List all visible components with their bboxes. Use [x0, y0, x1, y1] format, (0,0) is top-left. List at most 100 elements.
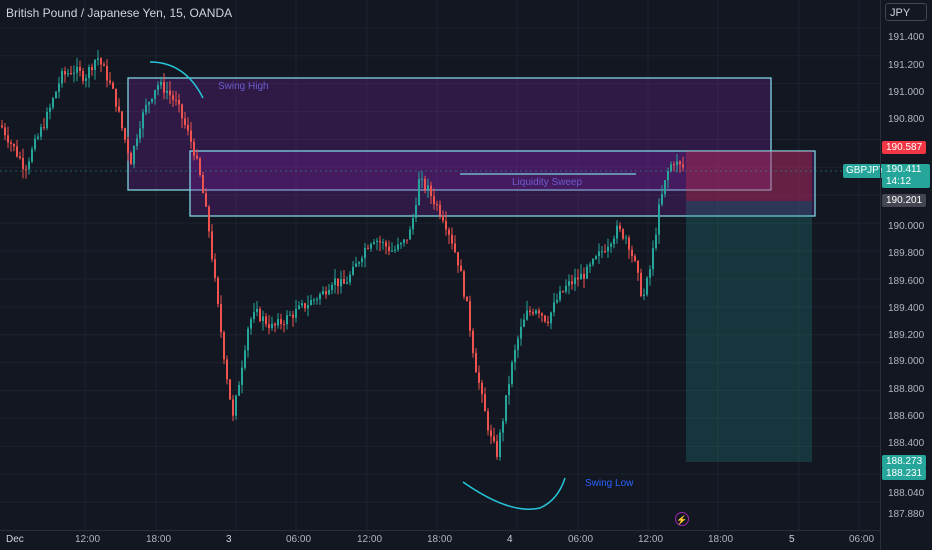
candle-body: [124, 128, 126, 140]
candle-body: [49, 107, 51, 112]
candle-body: [667, 171, 669, 181]
candle-body: [472, 330, 474, 353]
candle-body: [337, 278, 339, 287]
candle-body: [445, 220, 447, 230]
x-tick: 3: [226, 534, 232, 545]
candle-body: [550, 312, 552, 324]
candle-body: [358, 262, 360, 264]
candle-body: [457, 252, 459, 266]
y-tick: 188.600: [888, 411, 925, 422]
y-tick: 189.200: [888, 330, 925, 341]
candle-body: [76, 66, 78, 73]
candle-body: [613, 238, 615, 245]
candle-body: [664, 180, 666, 195]
candle-body: [523, 319, 525, 327]
candle-body: [307, 305, 309, 309]
x-tick: 06:00: [568, 534, 594, 545]
candle-body: [148, 101, 150, 105]
y-tick: 191.400: [888, 32, 925, 43]
candle-body: [574, 277, 576, 285]
candle-body: [673, 164, 675, 166]
candle-body: [202, 174, 204, 194]
zone-lower[interactable]: [189, 150, 816, 217]
candle-body: [652, 248, 654, 270]
candle-body: [283, 324, 285, 326]
candle-body: [556, 299, 558, 303]
candle-body: [352, 266, 354, 275]
candle-body: [394, 249, 396, 251]
candle-body: [343, 279, 345, 284]
candle-body: [301, 303, 303, 306]
stop-loss-zone[interactable]: [686, 151, 812, 201]
candle-body: [31, 149, 33, 162]
candle-body: [289, 314, 291, 316]
candle-body: [640, 272, 642, 296]
candle-body: [541, 313, 543, 316]
candle-body: [25, 168, 27, 170]
candle-body: [220, 304, 222, 333]
candle-body: [46, 111, 48, 128]
candle-body: [367, 247, 369, 249]
candle-body: [127, 139, 129, 153]
candle-body: [292, 314, 294, 318]
candle-body: [619, 225, 621, 230]
candle-body: [460, 265, 462, 272]
candle-body: [604, 251, 606, 253]
candle-body: [241, 367, 243, 385]
candle-body: [520, 326, 522, 339]
candle-body: [415, 205, 417, 218]
candle-body: [586, 266, 588, 279]
currency-button[interactable]: JPY: [885, 3, 927, 21]
candle-body: [349, 274, 351, 283]
candle-body: [340, 279, 342, 287]
candle-body: [493, 436, 495, 442]
candle-body: [616, 225, 618, 239]
candle-body: [142, 112, 144, 129]
swing-high-curve[interactable]: [149, 61, 204, 99]
y-tick: 189.000: [888, 356, 925, 367]
candlestick-plot[interactable]: [0, 0, 880, 530]
x-tick: 18:00: [708, 534, 734, 545]
candle-body: [79, 66, 81, 72]
candle-body: [370, 243, 372, 249]
price-axis[interactable]: [880, 0, 932, 550]
candle-body: [136, 138, 138, 146]
candle-body: [274, 323, 276, 326]
candle-body: [322, 291, 324, 295]
candle-body: [424, 178, 426, 190]
candle-body: [232, 399, 234, 416]
candle-body: [13, 143, 15, 147]
candle-body: [256, 308, 258, 313]
chart-area[interactable]: British Pound / Japanese Yen, 15, OANDA …: [0, 0, 889, 530]
candle-body: [400, 242, 402, 245]
candle-body: [346, 282, 348, 284]
target-price-label-1: 188.273: [882, 455, 927, 468]
x-tick: 12:00: [638, 534, 664, 545]
candle-body: [61, 71, 63, 84]
candle-body: [469, 301, 471, 331]
candle-body: [319, 294, 321, 300]
take-profit-zone[interactable]: [686, 201, 812, 462]
time-axis[interactable]: [0, 530, 880, 550]
y-tick: 187.880: [888, 509, 925, 520]
candle-body: [592, 258, 594, 265]
candle-body: [7, 135, 9, 143]
y-tick: 189.400: [888, 303, 925, 314]
candle-body: [304, 303, 306, 309]
candle-body: [175, 99, 177, 101]
candle-body: [589, 264, 591, 267]
swing-low-curve[interactable]: [462, 477, 566, 510]
candle-body: [475, 352, 477, 373]
candle-body: [553, 302, 555, 313]
candle-body: [130, 152, 132, 165]
y-tick: 191.000: [888, 87, 925, 98]
candle-body: [229, 379, 231, 400]
zone-upper[interactable]: [127, 77, 772, 191]
bar-countdown: 14:12: [886, 176, 912, 187]
candle-body: [526, 310, 528, 320]
lightning-icon[interactable]: ⚡: [675, 512, 689, 526]
candle-body: [310, 299, 312, 306]
candle-body: [223, 332, 225, 360]
candle-body: [316, 299, 318, 301]
candle-body: [106, 66, 108, 81]
